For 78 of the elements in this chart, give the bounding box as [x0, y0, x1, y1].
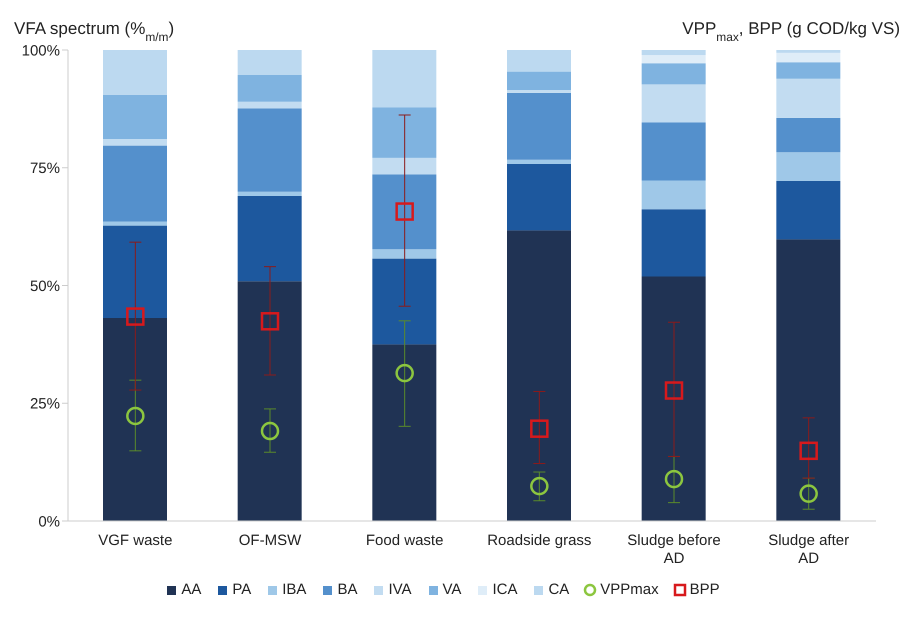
- bar: [507, 230, 571, 521]
- bar: [642, 55, 706, 64]
- y-axis-title: VFA spectrum (%$_{m/m}$): [14, 19, 174, 44]
- point: [799, 484, 818, 503]
- legend-label: BPP: [688, 581, 720, 598]
- bar: [642, 84, 706, 123]
- bar: [642, 122, 706, 180]
- bar: [776, 62, 840, 79]
- bar: [776, 152, 840, 181]
- y-tick-label: 75%: [30, 160, 60, 178]
- legend-label: AA: [180, 581, 202, 598]
- bar: [238, 50, 302, 75]
- bar: [238, 281, 302, 521]
- bar: [372, 344, 436, 521]
- x-tick-label: VGF waste: [98, 532, 172, 549]
- bar: [776, 118, 840, 152]
- bar: [507, 160, 571, 164]
- bar: [238, 74, 302, 102]
- bar: [642, 209, 706, 277]
- bar: [103, 50, 167, 95]
- bar: [507, 164, 571, 230]
- bar: [642, 180, 706, 210]
- bar: [103, 221, 167, 226]
- point: [664, 470, 684, 488]
- bar: [372, 158, 436, 174]
- x-tick-label: OF-MSW: [238, 532, 302, 549]
- bar: [103, 226, 167, 318]
- legend-label: CA: [547, 581, 570, 598]
- bar: [103, 146, 167, 222]
- bar: [776, 239, 840, 521]
- point: [530, 419, 549, 438]
- bar: [642, 276, 706, 521]
- legend-label: BA: [336, 581, 358, 598]
- x-tick-label: Food waste: [366, 532, 444, 549]
- bar: [238, 108, 302, 192]
- bar: [507, 90, 571, 93]
- bar: [103, 94, 167, 140]
- x-tick-label: Roadside grass: [487, 532, 592, 549]
- bar: [776, 52, 840, 62]
- bar: [372, 50, 436, 108]
- bar: [372, 107, 436, 158]
- legend-label: IBA: [281, 581, 306, 598]
- bar: [103, 318, 167, 521]
- bar: [372, 249, 436, 259]
- bar: [507, 50, 571, 72]
- bar: [642, 63, 706, 84]
- bar: [238, 192, 302, 196]
- bar: [103, 139, 167, 146]
- point: [395, 364, 414, 382]
- point: [664, 381, 684, 400]
- bar: [776, 180, 840, 240]
- bar: [507, 92, 571, 160]
- bar: [372, 258, 436, 344]
- bar: [642, 50, 706, 56]
- bar: [507, 72, 571, 90]
- point: [126, 406, 145, 426]
- legend-label: VPPmax: [599, 581, 659, 598]
- y-tick-label: 100%: [22, 42, 60, 60]
- y2-axis-title: VPP$_{max}$, BPP (g COD/kg VS): [682, 19, 900, 44]
- legend-label: PA: [231, 581, 252, 598]
- point: [799, 442, 818, 460]
- legend-label: VA: [442, 581, 462, 598]
- point: [126, 307, 145, 326]
- point: [260, 312, 280, 331]
- point: [530, 476, 549, 496]
- bar: [776, 50, 840, 53]
- x-tick-label: Sludge before AD: [627, 532, 721, 567]
- y-tick-label: 0%: [38, 513, 60, 530]
- legend-label: IVA: [387, 581, 412, 598]
- point: [260, 422, 280, 440]
- bar: [238, 102, 302, 108]
- y-tick-label: 50%: [30, 278, 60, 295]
- bar: [776, 78, 840, 118]
- bar: [238, 196, 302, 282]
- x-tick-label: Sludge after AD: [768, 532, 850, 567]
- y-tick-label: 25%: [30, 396, 60, 413]
- legend-label: ICA: [491, 581, 518, 598]
- bar: [372, 174, 436, 250]
